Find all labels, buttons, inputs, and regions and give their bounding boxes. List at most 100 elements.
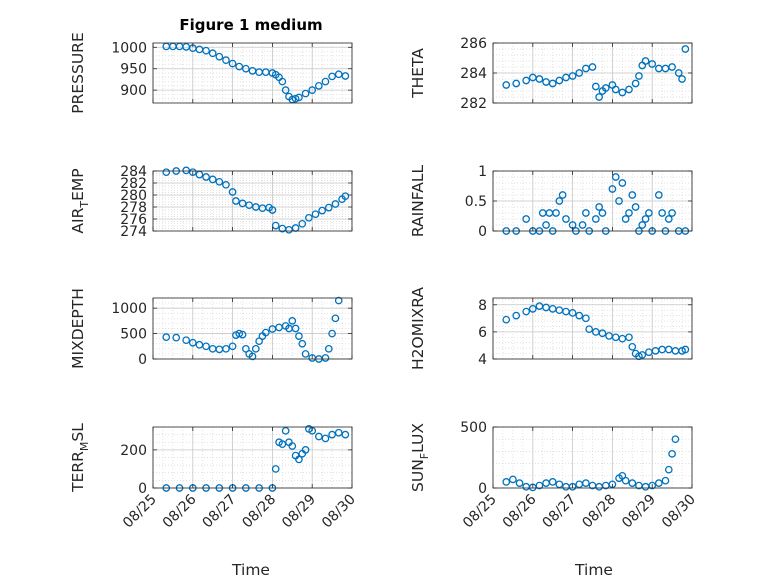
data-point — [591, 215, 600, 223]
data-point — [625, 209, 633, 217]
y-axis-label: THETA — [409, 48, 427, 99]
series-sun_flux — [502, 435, 680, 492]
data-point — [598, 209, 607, 217]
data-point — [208, 175, 217, 184]
data-point — [582, 209, 590, 217]
axes-box — [152, 297, 353, 360]
data-point — [162, 168, 171, 177]
axes-box — [152, 426, 353, 489]
data-point — [595, 93, 603, 101]
data-point — [324, 344, 333, 353]
data-point — [305, 213, 313, 222]
data-point — [621, 215, 630, 223]
y-tick-label: 500 — [460, 420, 487, 436]
data-point — [278, 77, 287, 86]
data-point — [548, 79, 557, 88]
data-point — [281, 86, 290, 94]
data-point — [588, 63, 597, 71]
data-point — [562, 215, 570, 223]
data-point — [162, 333, 171, 341]
series-rainfall — [502, 173, 690, 235]
data-point — [182, 166, 191, 175]
y-tick-label: 1000 — [111, 301, 147, 317]
series-h2omixra — [502, 302, 690, 361]
data-point — [331, 314, 340, 323]
data-point — [668, 209, 676, 217]
y-axis-label: PRESSURE — [69, 32, 87, 114]
data-point — [288, 317, 297, 325]
y-tick-label: 284 — [120, 164, 147, 180]
data-point — [314, 432, 323, 441]
data-point — [295, 455, 303, 464]
panel-terr_msl: 200 0 TERRMSL 08/25 08/26 08/27 08/28 08/29 08/3… — [69, 423, 359, 532]
data-point — [301, 350, 310, 358]
data-point — [664, 465, 673, 474]
panel-mixdepth: 1000 500 0 MIXDEPTH — [69, 288, 353, 369]
data-point — [645, 209, 653, 217]
y-tick-label: 278 — [120, 200, 147, 216]
panel-h2omixra: 8 6 4 H2OMIXRA — [409, 287, 693, 370]
data-point — [202, 173, 210, 181]
data-point — [522, 76, 531, 85]
data-point — [202, 46, 210, 55]
data-point — [568, 72, 577, 80]
data-point — [552, 209, 560, 217]
data-point — [238, 199, 247, 208]
x-tick-label: 08/28 — [239, 492, 279, 532]
data-point — [535, 481, 544, 490]
y-tick-label: 0 — [478, 481, 487, 497]
y-tick-label: 8 — [478, 298, 487, 314]
data-point — [321, 77, 330, 86]
data-point — [261, 328, 270, 337]
data-point — [671, 435, 680, 444]
data-point — [195, 170, 204, 179]
y-axis-label: SUNFLUX — [409, 423, 431, 492]
data-point — [641, 215, 650, 223]
y-tick-label: 284 — [460, 66, 487, 82]
x-tick-label: 08/30 — [319, 492, 359, 532]
data-point — [575, 311, 584, 320]
data-point — [238, 330, 247, 339]
y-tick-label: 500 — [120, 327, 147, 343]
data-point — [515, 479, 524, 487]
data-point — [188, 168, 197, 177]
data-point — [301, 446, 310, 454]
data-point — [328, 72, 336, 81]
data-point — [658, 209, 667, 217]
data-point — [235, 62, 244, 71]
y-axis-label: RAINFALL — [409, 164, 427, 237]
data-point — [512, 311, 521, 320]
x-tick-label: 08/26 — [160, 491, 200, 531]
data-point — [295, 93, 303, 102]
x-tick-label: 08/27 — [200, 492, 240, 532]
data-point — [215, 177, 224, 186]
data-point — [248, 352, 257, 361]
data-point — [638, 351, 647, 359]
data-point — [668, 63, 676, 71]
x-axis-label-right: Time — [574, 561, 613, 579]
data-point — [222, 56, 230, 64]
data-point — [295, 332, 303, 340]
series-air_temp — [162, 166, 350, 234]
data-point — [681, 45, 690, 53]
data-point — [568, 309, 577, 317]
y-tick-label: 4 — [478, 352, 487, 368]
y-axis-label: MIXDEPTH — [69, 288, 87, 369]
data-point — [281, 426, 290, 435]
data-point — [625, 333, 633, 342]
data-point — [528, 304, 537, 313]
data-point — [314, 82, 323, 90]
y-tick-label: 200 — [120, 443, 147, 459]
data-point — [555, 197, 564, 205]
data-point — [341, 430, 350, 439]
data-point — [631, 79, 640, 88]
x-tick-label: 08/29 — [279, 492, 319, 532]
data-point — [578, 221, 587, 229]
data-point — [502, 81, 511, 89]
y-tick-label: 274 — [120, 224, 147, 240]
data-point — [618, 88, 627, 97]
data-point — [318, 206, 326, 215]
data-point — [535, 75, 544, 83]
